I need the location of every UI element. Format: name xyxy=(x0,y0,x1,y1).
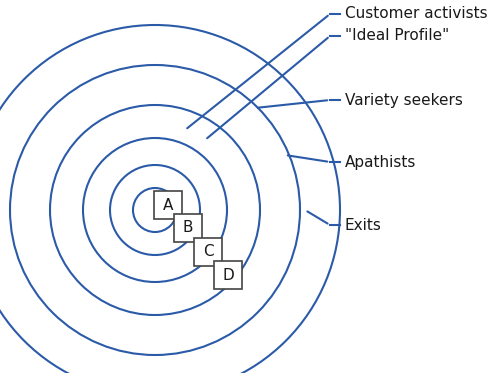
Bar xyxy=(194,238,222,266)
Bar xyxy=(174,214,202,242)
Text: Exits: Exits xyxy=(345,217,382,232)
Text: D: D xyxy=(222,267,234,282)
Bar xyxy=(214,261,242,289)
Text: "Ideal Profile": "Ideal Profile" xyxy=(345,28,449,44)
Text: B: B xyxy=(183,220,193,235)
Text: A: A xyxy=(163,197,173,213)
Text: Apathists: Apathists xyxy=(345,154,416,169)
Text: Variety seekers: Variety seekers xyxy=(345,93,463,107)
Bar xyxy=(154,191,182,219)
Text: C: C xyxy=(202,244,213,260)
Text: Customer activists: Customer activists xyxy=(345,6,488,22)
